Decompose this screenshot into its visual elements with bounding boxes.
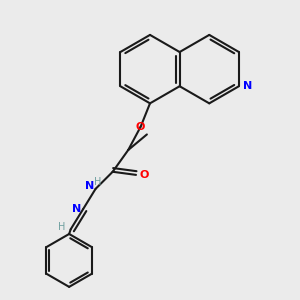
Text: N: N	[72, 204, 82, 214]
Text: N: N	[243, 81, 252, 91]
Text: H: H	[58, 222, 65, 232]
Text: O: O	[136, 122, 146, 132]
Text: H: H	[94, 177, 102, 187]
Text: N: N	[85, 182, 94, 191]
Text: O: O	[140, 170, 149, 180]
